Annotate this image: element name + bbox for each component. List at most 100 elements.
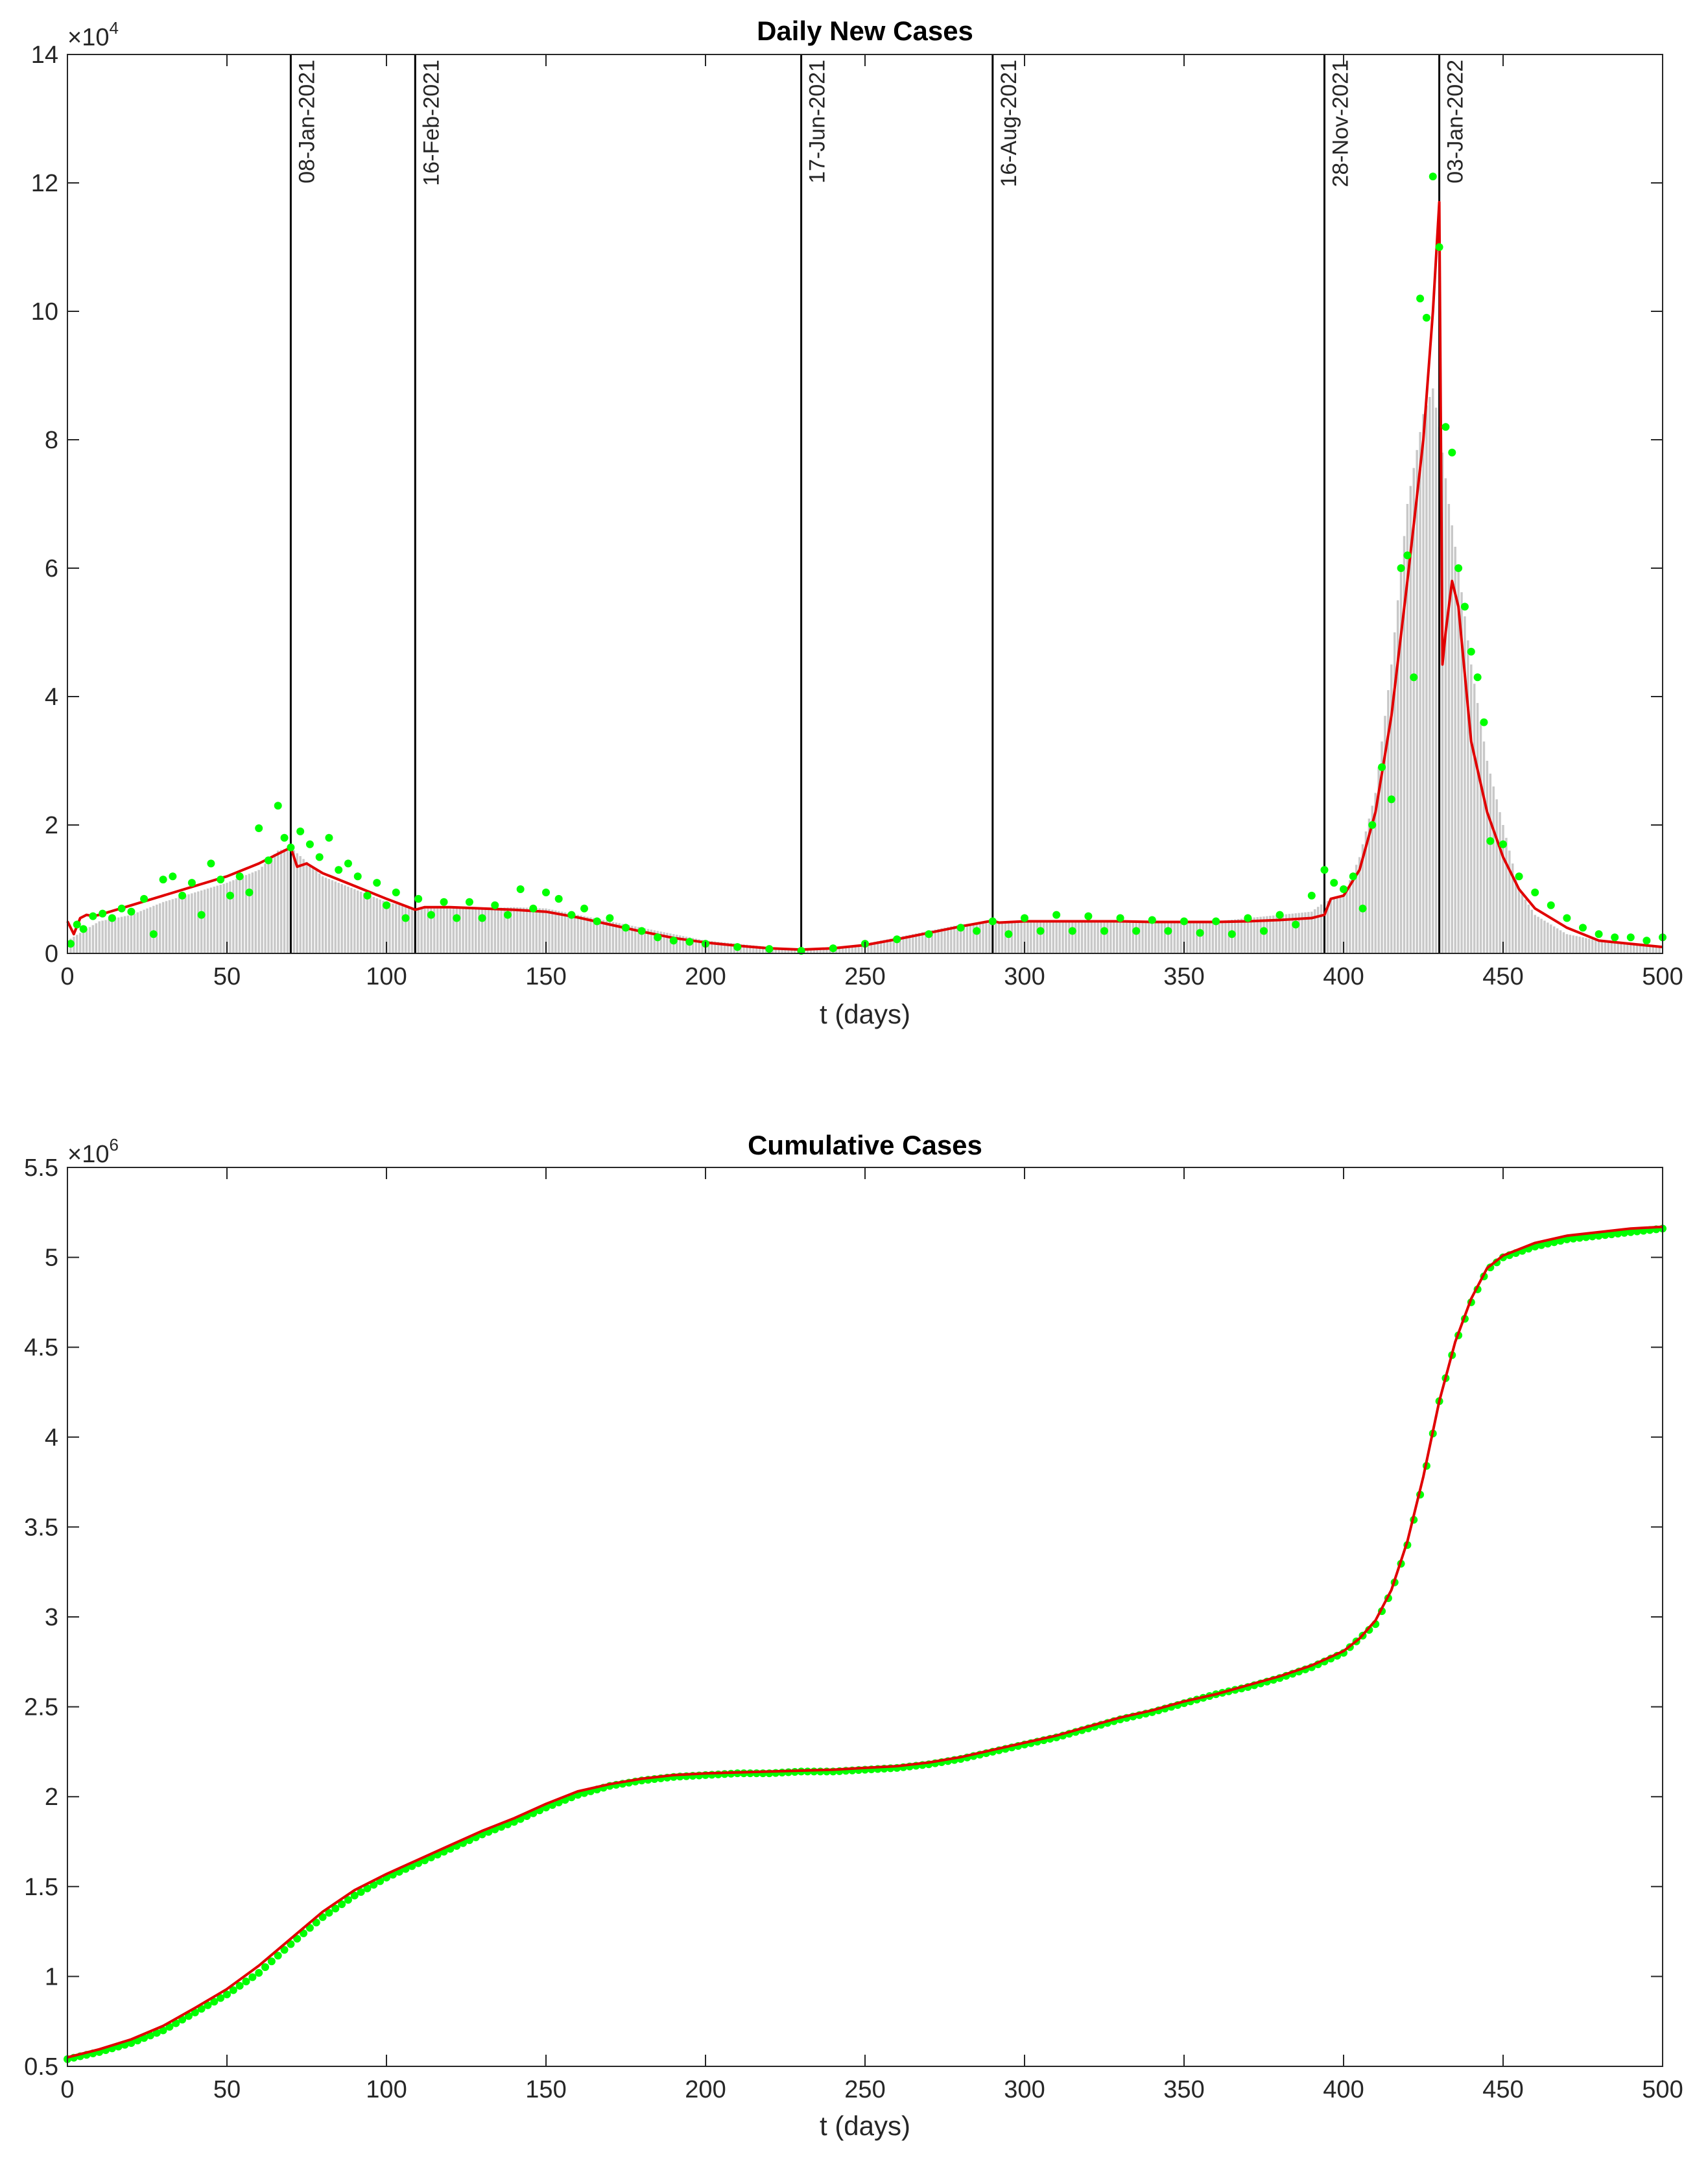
daily-bar — [624, 924, 627, 953]
cumulative-point — [1607, 1230, 1616, 1239]
daily-bar — [1087, 921, 1090, 953]
daily-bar — [276, 850, 279, 953]
daily-bar — [1211, 921, 1215, 953]
y-tick-label: 12 — [31, 170, 58, 197]
daily-bar — [420, 908, 423, 953]
daily-bar — [410, 907, 414, 953]
daily-bar — [417, 908, 420, 953]
daily-bar — [302, 859, 305, 953]
cumulative-point — [1582, 1233, 1590, 1241]
daily-bar — [714, 941, 717, 953]
daily-bar — [337, 883, 340, 953]
daily-bar — [761, 946, 765, 953]
daily-y-ticks: 0 2 4 6 8 10 12 14 — [31, 42, 1663, 968]
daily-bar — [484, 908, 487, 953]
daily-point — [956, 924, 965, 932]
daily-bar — [143, 909, 145, 953]
daily-bar — [200, 890, 203, 953]
y-tick-label: 0 — [45, 940, 58, 968]
daily-bar — [238, 878, 241, 953]
daily-bar — [318, 873, 321, 953]
daily-bar — [1093, 921, 1096, 953]
daily-cases-points — [66, 173, 1666, 955]
daily-bar — [1600, 940, 1604, 953]
daily-point — [178, 891, 187, 900]
daily-point — [1486, 837, 1495, 845]
cumulative-point — [159, 2026, 167, 2035]
daily-chart-title: Daily New Cases — [757, 16, 973, 46]
cumulative-point — [217, 1994, 225, 2002]
daily-point — [1429, 173, 1437, 181]
daily-point — [315, 853, 324, 861]
daily-bar — [711, 941, 713, 953]
daily-bar — [1017, 921, 1019, 953]
daily-bar — [1635, 944, 1639, 953]
daily-point — [1441, 423, 1450, 431]
daily-point — [1403, 551, 1412, 560]
daily-bar — [123, 916, 126, 953]
daily-point — [829, 944, 837, 953]
cumulative-point — [318, 1913, 327, 1921]
daily-bar — [1470, 664, 1473, 953]
daily-point — [637, 927, 646, 935]
daily-bar — [1476, 702, 1479, 953]
daily-bar — [653, 930, 656, 953]
cumulative-point — [1588, 1232, 1596, 1241]
daily-bar — [296, 853, 298, 953]
daily-bar — [997, 921, 1001, 953]
daily-point — [1292, 920, 1300, 929]
daily-bar — [806, 949, 809, 953]
daily-bar — [407, 907, 410, 953]
cumulative-cases-chart: 0 50 100 150 200 250 300 350 400 450 500 0.5 1 1.5 2 2… — [24, 1130, 1683, 2141]
daily-bar — [1004, 921, 1007, 953]
daily-point — [478, 914, 486, 922]
daily-x-ticks: 0 50 100 150 200 250 300 350 400 450 500 — [60, 54, 1683, 990]
daily-bar — [149, 907, 152, 953]
daily-bar — [1521, 894, 1524, 953]
cumulative-fit-line-group — [67, 1225, 1663, 2059]
daily-bar — [299, 856, 302, 953]
daily-fit-line-group — [66, 200, 1663, 951]
daily-bar — [615, 922, 617, 953]
daily-bar — [347, 887, 350, 953]
cumulative-point — [350, 1891, 359, 1900]
daily-bar — [1371, 806, 1374, 953]
daily-bar — [678, 935, 682, 953]
daily-bar — [244, 875, 248, 953]
daily-point — [235, 872, 244, 881]
daily-bar — [1355, 865, 1358, 953]
daily-bar — [656, 931, 659, 953]
daily-bar — [232, 880, 235, 953]
daily-point — [1358, 904, 1367, 913]
daily-point — [1563, 914, 1571, 922]
daily-point — [733, 943, 742, 951]
daily-bar — [988, 921, 991, 953]
daily-point — [1100, 927, 1108, 935]
daily-bar — [1208, 921, 1211, 953]
daily-bar — [918, 933, 921, 953]
daily-bar — [729, 943, 733, 953]
daily-bar — [1145, 921, 1147, 953]
daily-point — [503, 911, 512, 919]
daily-bar — [631, 926, 634, 953]
daily-point — [1410, 673, 1418, 682]
daily-point — [1643, 937, 1651, 945]
daily-point — [1330, 879, 1338, 887]
daily-bar — [611, 922, 615, 953]
cumulative-point — [363, 1884, 372, 1893]
x-tick-label: 350 — [1163, 963, 1204, 990]
daily-bar — [985, 922, 988, 953]
daily-point — [159, 876, 167, 884]
cumulative-y-exponent-base: ×10 — [67, 1141, 109, 1168]
daily-bar — [532, 907, 535, 953]
daily-bar — [1639, 944, 1642, 953]
daily-bar — [1547, 922, 1549, 953]
event-label: 16-Aug-2021 — [997, 60, 1021, 187]
daily-bar — [372, 896, 375, 953]
cumulative-x-ticks: 0 50 100 150 200 250 300 350 400 450 500 — [60, 1167, 1683, 2103]
daily-bar — [1090, 921, 1093, 953]
daily-bar — [541, 908, 544, 953]
daily-bar — [962, 924, 966, 953]
daily-point — [274, 802, 282, 810]
daily-bar — [392, 903, 394, 953]
